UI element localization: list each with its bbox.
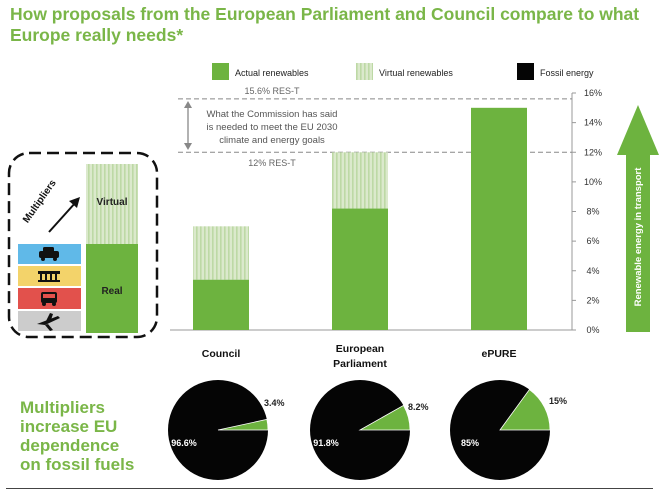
pie-slice-renewable bbox=[358, 404, 411, 431]
pie-label-fossil: 91.8% bbox=[313, 438, 339, 448]
legend-swatch-fossil bbox=[517, 63, 534, 80]
legend-swatch-virtual bbox=[356, 63, 373, 80]
y-tick-label: 2% bbox=[586, 295, 599, 305]
annotation: 15.6% RES-T 12% RES-T What the Commissio… bbox=[184, 86, 337, 168]
bar-actual-renewables bbox=[471, 107, 527, 330]
y-tick-label: 14% bbox=[584, 118, 602, 128]
bus-icon bbox=[41, 292, 57, 306]
inset-multiplier-arrow bbox=[48, 201, 77, 233]
annotation-bracket-arrow-down bbox=[184, 143, 192, 150]
y-tick-label: 10% bbox=[584, 177, 602, 187]
legend-label-virtual: Virtual renewables bbox=[379, 68, 453, 78]
bar-actual-renewables bbox=[193, 279, 249, 330]
annotation-line-1: What the Commission has said bbox=[207, 109, 338, 120]
renewable-arrow-shape bbox=[617, 105, 659, 332]
y-tick-label: 16% bbox=[584, 88, 602, 98]
pie-label-fossil: 85% bbox=[461, 438, 479, 448]
inset-multipliers-label: Multipliers bbox=[21, 178, 59, 226]
multipliers-text: Multipliers increase EU dependence on fo… bbox=[20, 398, 160, 474]
bar-virtual-renewables bbox=[193, 226, 249, 280]
bar-virtual-renewables bbox=[332, 152, 388, 209]
pie-label-fossil: 96.6% bbox=[171, 438, 197, 448]
pie-slice-renewable bbox=[217, 418, 269, 431]
bottom-rule bbox=[6, 488, 653, 489]
car-icon bbox=[39, 247, 59, 261]
annotation-bracket-arrow-up bbox=[184, 101, 192, 108]
pie-charts: 96.6% 3.4% 91.8% 8.2% 85% 15% bbox=[168, 380, 567, 480]
y-tick-label: 12% bbox=[584, 147, 602, 157]
inset-bar-real bbox=[86, 244, 138, 333]
inset-virtual-label: Virtual bbox=[97, 197, 128, 208]
renewable-arrow-label: Renewable energy in transport bbox=[633, 167, 644, 307]
inset-frame bbox=[7, 151, 159, 339]
multipliers-text-line: dependence bbox=[20, 436, 120, 455]
chart-title: How proposals from the European Parliame… bbox=[10, 4, 640, 45]
multipliers-text-line: on fossil fuels bbox=[20, 455, 135, 474]
x-tick-label: Council bbox=[202, 348, 241, 360]
pie-label-renewable: 8.2% bbox=[408, 402, 429, 412]
legend-swatch-actual bbox=[212, 63, 229, 80]
inset-multiplier-arrowhead bbox=[69, 197, 80, 208]
y-tick-label: 6% bbox=[586, 236, 599, 246]
bar-actual-renewables bbox=[332, 208, 388, 330]
annotation-line-3: climate and energy goals bbox=[219, 135, 325, 146]
train-icon bbox=[38, 271, 60, 282]
inset-band-train bbox=[18, 266, 81, 286]
bar-chart: 0% 2% 4% 6% 8% 10% 12% 14% 16% Council European Par… bbox=[170, 88, 602, 370]
pie-slice-renewable bbox=[499, 388, 551, 431]
legend: Actual renewables Virtual renewables Fos… bbox=[212, 63, 594, 80]
inset-real-label: Real bbox=[101, 286, 122, 297]
y-tick-label: 8% bbox=[586, 207, 599, 217]
y-tick-label: 0% bbox=[586, 325, 599, 335]
legend-label-actual: Actual renewables bbox=[235, 68, 309, 78]
y-tick-label: 4% bbox=[586, 266, 599, 276]
annotation-line-2: is needed to meet the EU 2030 bbox=[207, 122, 338, 133]
annotation-top-label: 15.6% RES-T bbox=[244, 86, 300, 96]
multipliers-text-line: Multipliers bbox=[20, 398, 106, 417]
legend-label-fossil: Fossil energy bbox=[540, 68, 594, 78]
x-tick-label: ePURE bbox=[481, 348, 516, 360]
x-tick-label: European bbox=[336, 343, 384, 355]
pie-label-renewable: 15% bbox=[549, 396, 567, 406]
inset-bar-virtual bbox=[86, 164, 138, 244]
pie-label-renewable: 3.4% bbox=[264, 398, 285, 408]
renewable-arrow: Renewable energy in transport bbox=[617, 105, 659, 332]
multiplier-inset: Multipliers Virtual Real bbox=[7, 151, 159, 339]
x-tick-label: Parliament bbox=[333, 358, 387, 370]
plane-icon bbox=[37, 313, 60, 331]
multipliers-text-line: increase EU bbox=[20, 417, 118, 436]
annotation-bottom-label: 12% RES-T bbox=[248, 158, 296, 168]
